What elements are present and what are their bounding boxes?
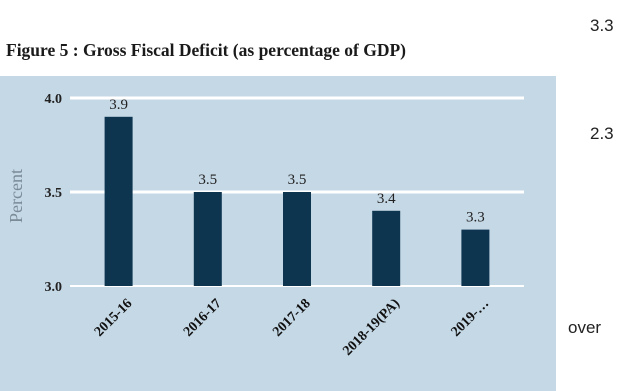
bar: [104, 116, 133, 286]
y-axis-label: Percent: [6, 169, 26, 223]
data-label: 3.4: [377, 191, 396, 207]
bar-chart: 4.03.53.0Percent3.92015-163.52016-173.52…: [0, 76, 556, 391]
bar: [193, 192, 222, 286]
side-text-2: 2.3: [590, 124, 614, 143]
bar: [283, 192, 311, 286]
bar: [372, 210, 401, 286]
chart-container: 4.0 3.5 3.0 Percent 3.9 2015-16 3.5 2016-17 3.5 2…: [0, 76, 556, 391]
y-tick-label: 4.0: [45, 92, 63, 107]
y-tick-label: 3.0: [45, 280, 63, 295]
data-label: 3.9: [109, 97, 128, 113]
figure-title: Figure 5 : Gross Fiscal Deficit (as perc…: [6, 40, 406, 60]
data-label: 3.3: [466, 210, 485, 226]
side-text-3: over: [568, 318, 602, 337]
data-label: 3.5: [198, 172, 217, 188]
side-text-1: 3.3: [590, 16, 614, 35]
y-tick-label: 3.5: [45, 186, 63, 201]
data-label: 3.5: [288, 172, 307, 188]
bar: [461, 229, 490, 286]
